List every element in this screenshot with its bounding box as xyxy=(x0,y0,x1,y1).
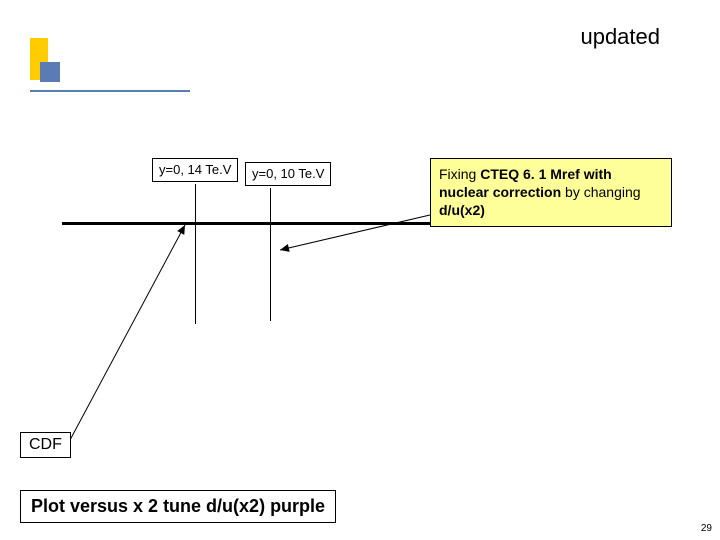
cdf-label: CDF xyxy=(20,432,71,458)
callout-rest2: by changing xyxy=(561,184,640,200)
page-title: updated xyxy=(580,24,660,50)
decoration-blue-square xyxy=(40,62,60,82)
caption-text: Plot versus x 2 tune d/u(x2) purple xyxy=(31,496,325,516)
page-number: 29 xyxy=(701,523,712,534)
label-y10-text: y=0, 10 Te.V xyxy=(252,166,324,181)
label-y10: y=0, 10 Te.V xyxy=(245,162,331,186)
vline-14tev xyxy=(195,184,196,324)
label-y14: y=0, 14 Te.V xyxy=(152,158,238,182)
slide: updated y=0, 14 Te.V y=0, 10 Te.V Fixing… xyxy=(0,0,720,540)
callout-bold3: d/u(x2) xyxy=(439,202,485,218)
caption-box: Plot versus x 2 tune d/u(x2) purple xyxy=(20,490,336,523)
callout-box: Fixing CTEQ 6. 1 Mref with nuclear corre… xyxy=(430,158,672,227)
arrow-cdf-to-line xyxy=(60,215,195,450)
callout-bold1: CTEQ 6. 1 Mref with xyxy=(480,166,611,182)
callout-bold2: nuclear correction xyxy=(439,184,561,200)
cdf-text: CDF xyxy=(29,436,62,453)
arrow-callout-to-line xyxy=(270,205,440,260)
callout-pre: Fixing xyxy=(439,166,480,182)
label-y14-text: y=0, 14 Te.V xyxy=(159,162,231,177)
title-underline xyxy=(30,90,190,92)
vline-10tev xyxy=(270,188,271,321)
